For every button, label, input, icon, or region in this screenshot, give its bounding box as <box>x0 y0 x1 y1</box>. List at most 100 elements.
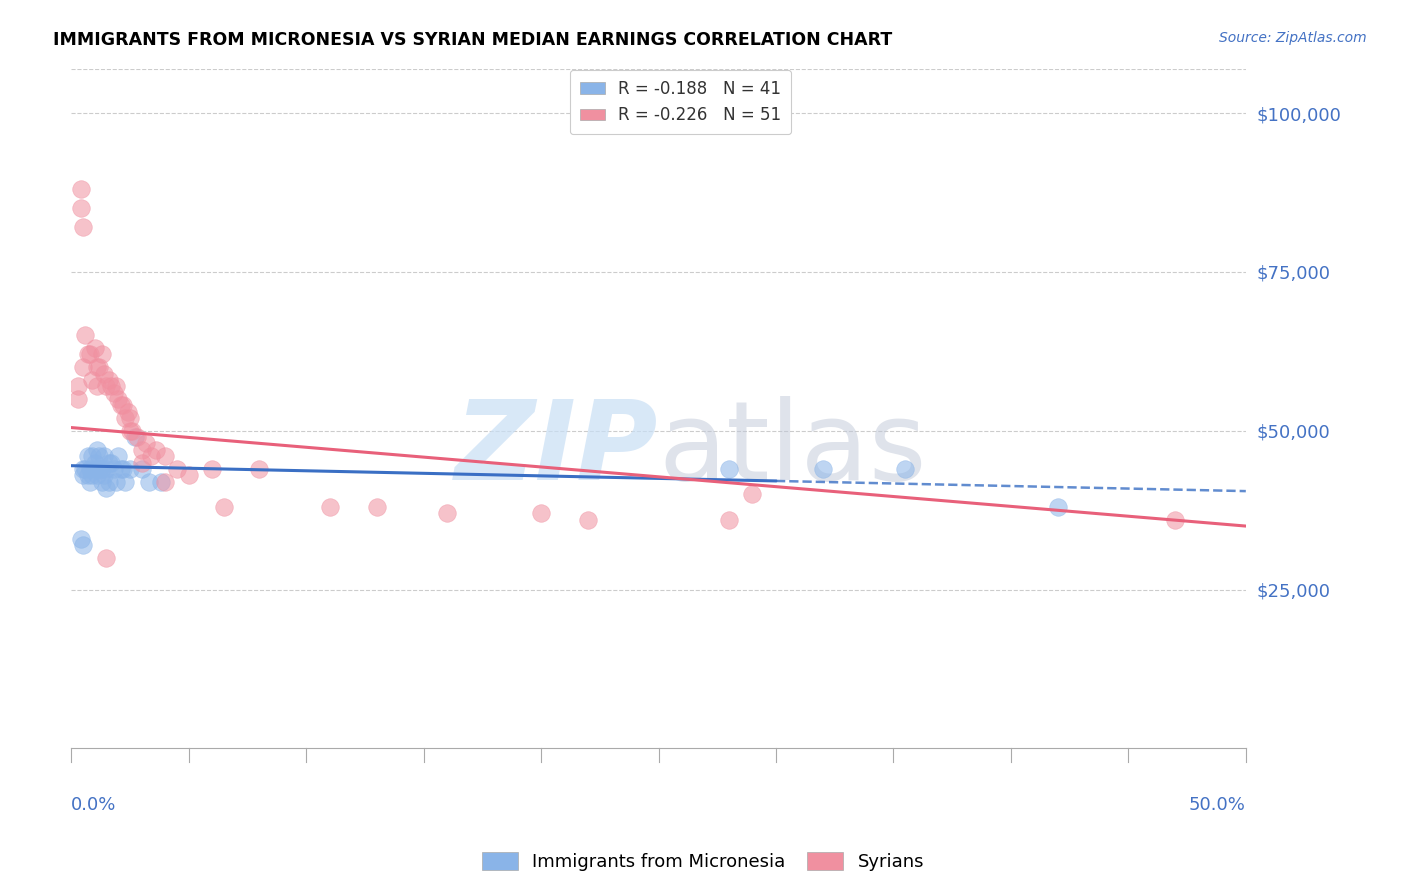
Point <box>125 430 148 444</box>
Point <box>69 182 91 196</box>
Point <box>82 373 104 387</box>
Point <box>86 442 108 457</box>
Point <box>103 385 125 400</box>
Point <box>118 462 141 476</box>
Point <box>135 436 157 450</box>
Point <box>93 367 115 381</box>
Point <box>89 360 111 375</box>
Point <box>72 220 94 235</box>
Point <box>83 462 105 476</box>
Point <box>103 462 125 476</box>
Point <box>124 430 146 444</box>
Point <box>717 513 740 527</box>
Point <box>72 468 94 483</box>
Point <box>79 462 101 476</box>
Point <box>67 392 90 406</box>
Point <box>177 468 200 483</box>
Point <box>93 468 115 483</box>
Legend: Immigrants from Micronesia, Syrians: Immigrants from Micronesia, Syrians <box>474 845 932 879</box>
Point <box>576 513 599 527</box>
Point <box>76 449 98 463</box>
Point <box>811 462 834 476</box>
Point <box>97 456 120 470</box>
Point <box>131 462 153 476</box>
Point <box>166 462 188 476</box>
Text: 0.0%: 0.0% <box>72 796 117 814</box>
Point <box>138 475 160 489</box>
Point <box>145 442 167 457</box>
Point <box>83 341 105 355</box>
Point <box>96 462 118 476</box>
Point <box>90 347 112 361</box>
Point <box>155 475 177 489</box>
Point <box>75 328 97 343</box>
Point <box>82 468 104 483</box>
Point <box>121 424 143 438</box>
Point <box>79 475 101 489</box>
Point <box>436 507 458 521</box>
Point <box>100 456 122 470</box>
Point <box>96 481 118 495</box>
Point <box>247 462 270 476</box>
Point <box>1046 500 1069 514</box>
Point <box>90 475 112 489</box>
Point <box>96 550 118 565</box>
Point <box>69 202 91 216</box>
Point <box>117 405 139 419</box>
Point <box>114 411 136 425</box>
Point <box>717 462 740 476</box>
Point <box>89 449 111 463</box>
Point <box>72 462 94 476</box>
Point <box>110 462 132 476</box>
Point <box>111 398 134 412</box>
Point <box>86 360 108 375</box>
Point <box>107 392 129 406</box>
Point <box>75 462 97 476</box>
Point <box>104 379 127 393</box>
Point <box>100 379 122 393</box>
Text: ZIP: ZIP <box>456 396 658 503</box>
Point <box>93 449 115 463</box>
Point <box>139 449 162 463</box>
Point <box>118 424 141 438</box>
Point <box>131 456 153 470</box>
Point <box>131 442 153 457</box>
Point <box>67 379 90 393</box>
Point <box>1164 513 1187 527</box>
Point <box>82 449 104 463</box>
Point <box>149 475 172 489</box>
Point <box>118 411 141 425</box>
Point <box>114 475 136 489</box>
Point <box>89 462 111 476</box>
Text: IMMIGRANTS FROM MICRONESIA VS SYRIAN MEDIAN EARNINGS CORRELATION CHART: IMMIGRANTS FROM MICRONESIA VS SYRIAN MED… <box>53 31 893 49</box>
Legend: R = -0.188   N = 41, R = -0.226   N = 51: R = -0.188 N = 41, R = -0.226 N = 51 <box>569 70 792 135</box>
Point <box>155 449 177 463</box>
Point <box>72 538 94 552</box>
Point <box>72 360 94 375</box>
Point <box>212 500 235 514</box>
Point <box>318 500 340 514</box>
Text: atlas: atlas <box>658 396 927 503</box>
Point <box>76 347 98 361</box>
Point <box>110 398 132 412</box>
Text: 50.0%: 50.0% <box>1189 796 1246 814</box>
Point <box>86 379 108 393</box>
Point <box>107 449 129 463</box>
Point <box>79 347 101 361</box>
Point <box>96 379 118 393</box>
Point <box>97 475 120 489</box>
Point <box>741 487 763 501</box>
Point <box>366 500 388 514</box>
Point <box>894 462 917 476</box>
Point <box>83 456 105 470</box>
Point <box>69 532 91 546</box>
Text: Source: ZipAtlas.com: Source: ZipAtlas.com <box>1219 31 1367 45</box>
Point <box>90 462 112 476</box>
Point <box>111 462 134 476</box>
Point <box>86 468 108 483</box>
Point <box>530 507 553 521</box>
Point <box>104 475 127 489</box>
Point <box>97 373 120 387</box>
Point <box>201 462 224 476</box>
Point <box>76 468 98 483</box>
